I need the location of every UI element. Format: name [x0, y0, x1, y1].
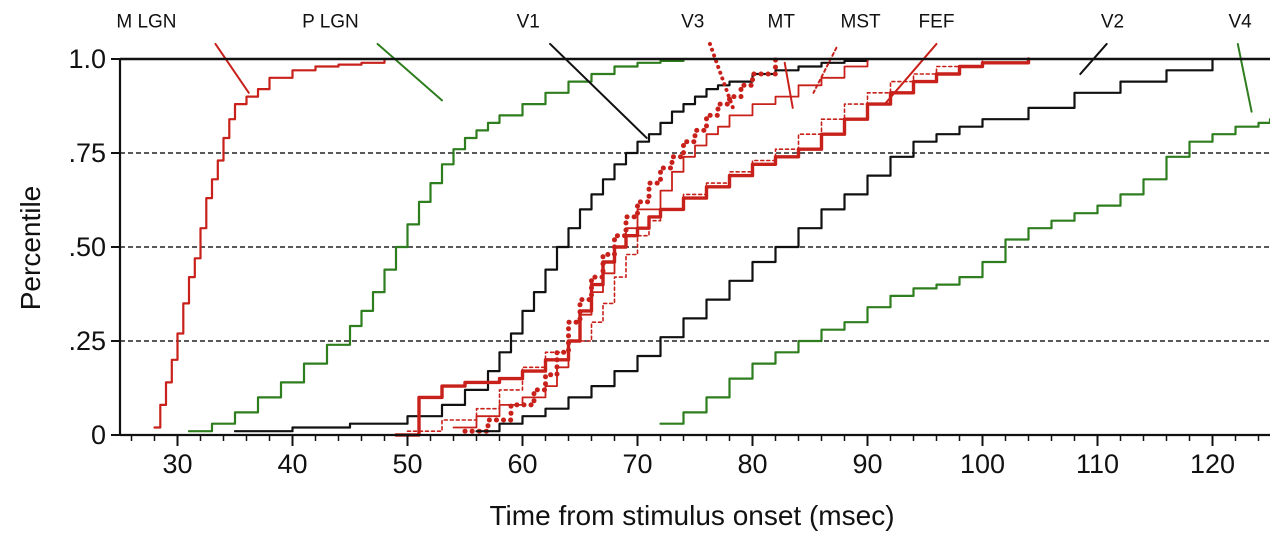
series-label: V4 — [1228, 12, 1252, 33]
series-leader-line — [214, 42, 250, 94]
series-line-fef — [394, 57, 1031, 437]
x-tick-label: 100 — [960, 449, 1005, 479]
y-axis-title: Percentile — [15, 186, 46, 311]
y-tick-label: .75 — [68, 138, 106, 168]
series-line-m-lgn — [153, 57, 386, 429]
series-label: V2 — [1101, 12, 1124, 33]
x-tick-label: 120 — [1190, 449, 1235, 479]
series-line-v3 — [462, 56, 778, 434]
series-label: MST — [841, 12, 882, 33]
series-labels: M LGN P LGN V1 V3 MT MST FEF V2 V4 — [116, 12, 1252, 33]
x-tick-label: 110 — [1076, 449, 1119, 479]
series-lines — [153, 56, 1270, 437]
y-tick-label: .50 — [68, 232, 106, 262]
y-tick-label: 1.0 — [68, 44, 106, 74]
series-leader-line — [883, 42, 938, 106]
series-line-v4 — [659, 118, 1270, 425]
series-label: P LGN — [302, 12, 359, 33]
x-tick-label: 50 — [392, 449, 422, 479]
series-leader-line — [783, 61, 794, 109]
series-leader-line — [1236, 42, 1253, 113]
series-label: MT — [768, 12, 796, 33]
series-line-mt — [452, 58, 869, 429]
x-tick-label: 90 — [852, 449, 882, 479]
series-leader-line — [707, 41, 735, 110]
series-label: V1 — [517, 12, 540, 33]
x-tick-label: 80 — [737, 449, 767, 479]
series-label: V3 — [681, 12, 704, 33]
series-label: M LGN — [116, 12, 176, 33]
x-axis-title: Time from stimulus onset (msec) — [489, 500, 894, 531]
x-tick-label: 40 — [277, 449, 307, 479]
series-leader-line — [376, 42, 443, 102]
y-tick-label: .25 — [68, 326, 106, 356]
series-label: FEF — [919, 12, 955, 33]
gridlines — [120, 152, 1270, 342]
x-tick-label: 60 — [507, 449, 537, 479]
x-tick-label: 30 — [162, 449, 192, 479]
y-tick-label: 0 — [91, 420, 106, 450]
series-line-mst — [406, 58, 984, 432]
x-tick-label: 70 — [622, 449, 652, 479]
series-leader-line — [812, 46, 838, 94]
series-line-p-lgn — [187, 57, 685, 433]
axes: 0 .25 .50 .75 1.0 30 40 50 60 70 80 90 100 110 120 — [68, 44, 1270, 479]
series-line-v2 — [475, 57, 1214, 433]
